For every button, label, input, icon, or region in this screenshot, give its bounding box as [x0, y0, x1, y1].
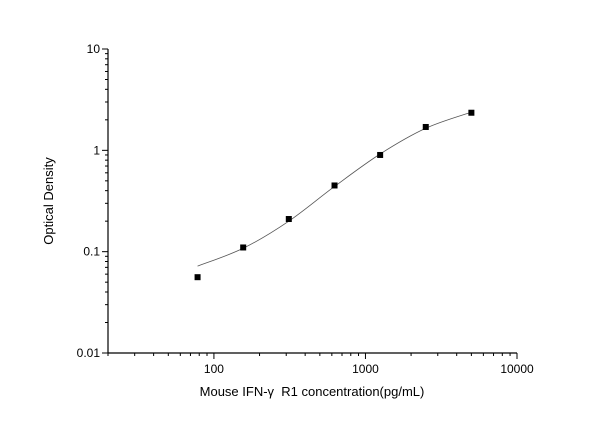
data-point: [468, 109, 475, 116]
y-tick-label: 0.01: [77, 346, 101, 360]
data-point: [377, 151, 384, 158]
data-points: [194, 109, 475, 281]
data-point: [422, 123, 429, 130]
data-point: [285, 216, 292, 223]
y-tick-label: 10: [87, 42, 101, 56]
axes: [102, 48, 518, 359]
y-axis-label: Optical Density: [41, 157, 56, 245]
data-point: [331, 182, 338, 189]
x-axis-label: Mouse IFN-γ R1 concentration(pg/mL): [200, 384, 425, 399]
fit-curve: [197, 111, 472, 267]
x-tick-label: 100: [204, 362, 224, 376]
y-tick-label: 0.1: [83, 245, 100, 259]
data-point: [240, 244, 247, 251]
y-tick-label: 1: [93, 143, 100, 157]
data-point: [194, 274, 201, 281]
x-tick-label: 1000: [352, 362, 379, 376]
x-tick-label: 10000: [500, 362, 534, 376]
